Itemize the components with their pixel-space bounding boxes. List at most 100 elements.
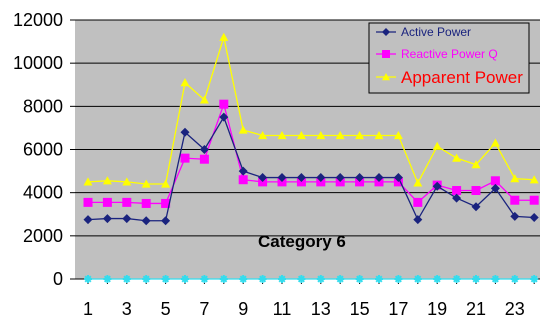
x-tick-label: 21: [466, 299, 486, 319]
data-point: [471, 160, 481, 169]
data-point: [316, 173, 326, 183]
x-tick-label: 9: [238, 299, 248, 319]
data-point: [142, 275, 151, 283]
data-point: [432, 141, 442, 150]
data-point: [200, 275, 209, 283]
data-point: [277, 130, 287, 140]
legend-marker: [382, 28, 390, 36]
data-point: [510, 275, 519, 283]
data-point: [180, 153, 190, 163]
data-point: [530, 275, 539, 283]
legend-entry: Reactive Power Q: [376, 47, 498, 61]
data-point: [375, 275, 383, 283]
data-point: [490, 176, 500, 186]
data-point: [238, 175, 248, 185]
data-point: [452, 153, 462, 162]
data-point: [219, 112, 229, 122]
data-point: [122, 197, 132, 207]
data-point: [199, 95, 209, 104]
y-tick-label: 8000: [23, 96, 63, 116]
data-point: [355, 173, 365, 183]
data-point: [199, 145, 209, 154]
data-point: [141, 198, 151, 208]
data-point: [199, 154, 209, 164]
data-point: [296, 173, 306, 183]
data-point: [161, 179, 171, 188]
data-point: [180, 127, 190, 137]
x-tick-label: 11: [273, 299, 292, 319]
data-point: [102, 176, 112, 185]
series-line: [87, 34, 535, 185]
x-axis-ticks: 1 3 5 7 9 11 13 15 17 19 21 23: [83, 279, 535, 319]
data-point: [83, 177, 93, 186]
data-point: [122, 214, 132, 224]
y-tick-label: 0: [53, 269, 63, 289]
data-point: [258, 173, 268, 183]
legend-label: Active Power: [401, 25, 471, 39]
data-point: [258, 130, 268, 140]
data-point: [141, 216, 151, 226]
data-point: [433, 275, 442, 283]
legend: Active Power Reactive Power Q Apparent Pow…: [368, 22, 530, 94]
data-point: [84, 275, 92, 283]
legend-marker: [382, 73, 390, 81]
data-point: [316, 275, 325, 283]
data-point: [355, 275, 364, 283]
x-tick-label: 13: [311, 299, 331, 319]
y-tick-label: 2000: [23, 226, 63, 246]
data-point: [452, 193, 462, 203]
data-point: [161, 216, 171, 226]
data-point: [83, 197, 93, 207]
data-point: [122, 275, 131, 283]
y-tick-label: 4000: [23, 183, 63, 203]
legend-entry: Active Power: [376, 25, 471, 39]
x-tick-label: 7: [199, 299, 209, 319]
series-group: [83, 32, 539, 283]
y-tick-label: 6000: [23, 140, 63, 160]
data-point: [355, 130, 365, 140]
data-point: [413, 197, 423, 207]
data-point: [278, 275, 286, 283]
data-point: [510, 195, 520, 205]
data-point: [122, 177, 132, 186]
data-point: [83, 215, 93, 225]
data-point: [316, 130, 326, 140]
x-tick-label: 5: [161, 299, 171, 319]
data-point: [472, 275, 480, 283]
legend-label: Apparent Power: [401, 68, 523, 87]
data-point: [238, 125, 248, 134]
data-point: [529, 212, 539, 222]
data-point: [393, 130, 403, 140]
x-tick-label: 17: [388, 299, 408, 319]
series-baseline: [84, 275, 539, 283]
legend-box: [368, 22, 530, 94]
legend-entry: Apparent Power: [376, 68, 523, 87]
x-tick-label: 3: [122, 299, 132, 319]
data-point: [529, 195, 539, 205]
data-point: [180, 78, 190, 87]
data-point: [510, 174, 520, 183]
legend-marker: [382, 50, 390, 58]
data-point: [490, 138, 500, 147]
data-point: [452, 186, 462, 196]
category-annotation: Category 6: [258, 232, 346, 251]
data-point: [103, 275, 112, 283]
data-point: [413, 275, 422, 283]
data-point: [336, 275, 345, 283]
data-point: [471, 202, 481, 212]
data-point: [491, 275, 500, 283]
data-point: [529, 175, 539, 184]
data-point: [239, 275, 248, 283]
y-tick-label: 10000: [13, 53, 63, 73]
data-point: [335, 130, 345, 140]
data-point: [490, 183, 500, 193]
x-tick-label: 19: [427, 299, 447, 319]
data-point: [219, 99, 229, 109]
y-tick-label: 12000: [13, 10, 63, 30]
legend-label: Reactive Power Q: [401, 47, 498, 61]
data-point: [452, 275, 461, 283]
x-tick-label: 1: [83, 299, 93, 319]
data-point: [161, 198, 171, 208]
data-point: [374, 130, 384, 140]
x-tick-label: 23: [505, 299, 525, 319]
